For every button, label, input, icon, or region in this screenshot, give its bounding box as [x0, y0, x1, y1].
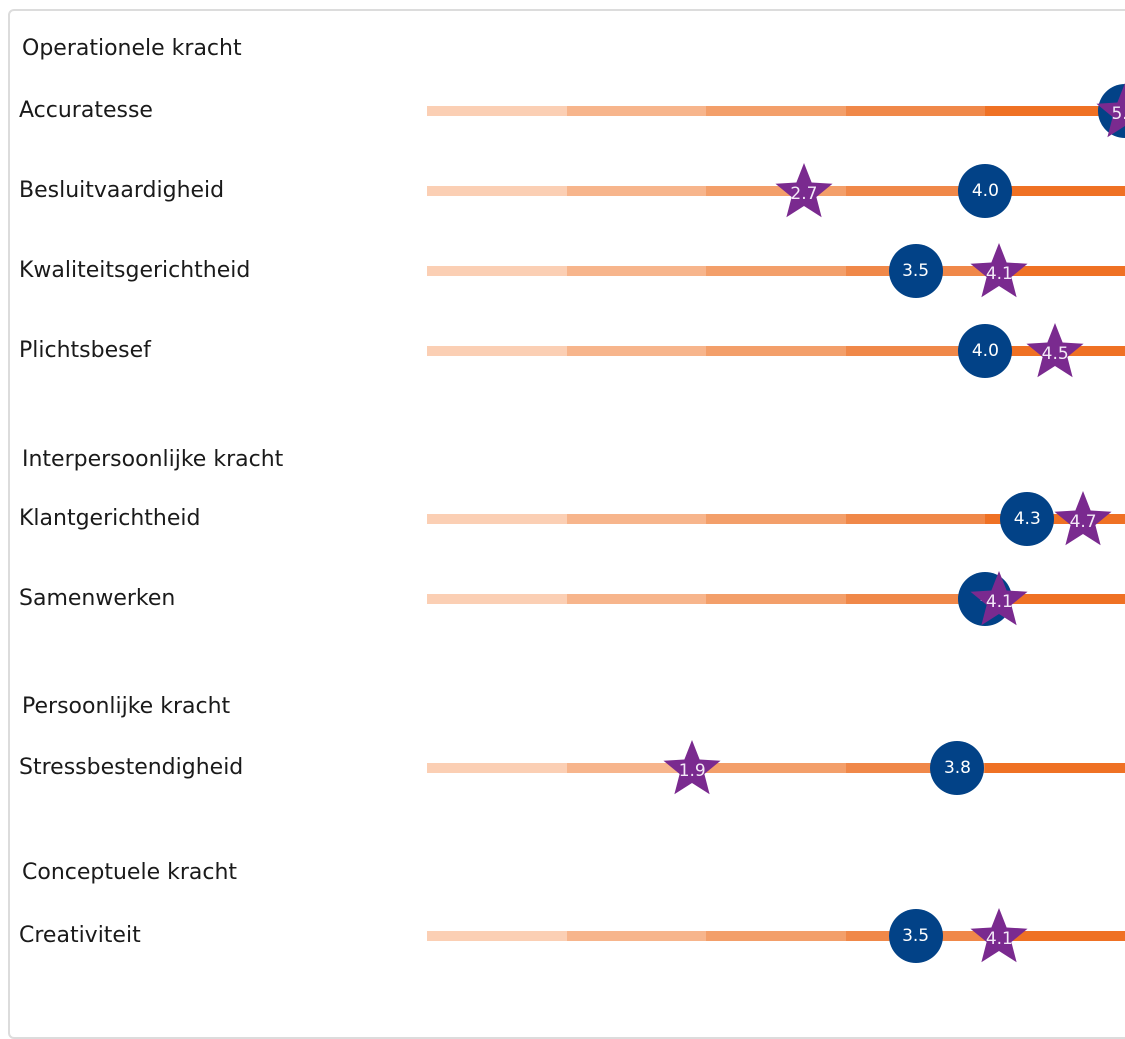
star-score-value: 4.1 [985, 592, 1013, 612]
circle-icon[interactable]: 3.5 [888, 909, 943, 963]
star-polygon [1054, 491, 1112, 546]
scale-segment-3 [706, 931, 846, 941]
star-shape [663, 740, 721, 795]
star-shape [1096, 83, 1125, 138]
star-polygon [663, 740, 721, 795]
score-track-besluitvaardigheid [427, 186, 1125, 196]
circle-icon[interactable]: 4.0 [958, 164, 1013, 218]
star-icon[interactable]: 5.0 [1095, 82, 1125, 140]
scale-segment-1 [427, 514, 567, 524]
scale-segment-1 [427, 346, 567, 356]
circle-score-value: 4.0 [971, 181, 999, 201]
star-shape [970, 908, 1028, 963]
scale-segment-5 [985, 266, 1125, 276]
competency-label-plichtsbesef: Plichtsbesef [19, 338, 151, 363]
star-score-value: 4.5 [1041, 344, 1069, 364]
scale-segment-2 [566, 514, 707, 524]
section-title-conceptuele-kracht: Conceptuele kracht [22, 860, 238, 885]
scale-segment-5 [985, 594, 1125, 604]
star-icon[interactable]: 1.9 [662, 739, 722, 797]
scale-segment-1 [427, 594, 567, 604]
scale-segment-4 [845, 514, 986, 524]
star-shape [1026, 323, 1084, 378]
score-track-plichtsbesef [427, 346, 1125, 356]
star-shape [970, 571, 1028, 626]
star-score-value: 4.1 [985, 264, 1013, 284]
competency-label-besluitvaardigheid: Besluitvaardigheid [19, 178, 225, 203]
scale-segment-2 [566, 186, 707, 196]
scale-segment-4 [845, 763, 986, 773]
star-icon[interactable]: 4.7 [1053, 490, 1113, 548]
scale-segment-3 [706, 106, 846, 116]
star-icon[interactable]: 4.1 [969, 907, 1029, 965]
competency-label-klantgerichtheid: Klantgerichtheid [19, 506, 201, 531]
scale-segment-4 [845, 346, 986, 356]
scale-segment-2 [566, 106, 707, 116]
circle-icon[interactable]: 4.0 [958, 324, 1013, 378]
competency-label-stressbestendigheid: Stressbestendigheid [19, 755, 244, 780]
section-title-persoonlijke-kracht: Persoonlijke kracht [22, 694, 231, 719]
scale-segment-4 [845, 186, 986, 196]
score-track-klantgerichtheid [427, 514, 1125, 524]
star-polygon [1026, 323, 1084, 378]
star-polygon [970, 571, 1028, 626]
scale-segment-1 [427, 763, 567, 773]
circle-score-value: 4.3 [1013, 509, 1041, 529]
scale-segment-1 [427, 186, 567, 196]
scale-segment-3 [706, 763, 846, 773]
star-polygon [775, 163, 833, 218]
star-icon[interactable]: 2.7 [774, 162, 834, 220]
scale-segment-4 [845, 594, 986, 604]
star-shape [1054, 491, 1112, 546]
scale-segment-1 [427, 266, 567, 276]
star-polygon [1096, 83, 1125, 138]
circle-icon[interactable]: 3.8 [930, 741, 985, 795]
star-score-value: 4.7 [1069, 512, 1097, 532]
star-icon[interactable]: 4.1 [969, 242, 1029, 300]
scale-segment-4 [845, 106, 986, 116]
star-score-value: 1.9 [678, 761, 706, 781]
star-score-value: 4.1 [985, 929, 1013, 949]
scale-segment-2 [566, 594, 707, 604]
competency-label-kwaliteitsgerichtheid: Kwaliteitsgerichtheid [19, 258, 251, 283]
score-track-stressbestendigheid [427, 763, 1125, 773]
section-title-interpersoonlijke-kracht: Interpersoonlijke kracht [22, 447, 284, 472]
star-score-value: 5.0 [1111, 104, 1125, 124]
scale-segment-2 [566, 266, 707, 276]
competency-label-samenwerken: Samenwerken [19, 586, 176, 611]
scale-segment-3 [706, 266, 846, 276]
competency-label-creativiteit: Creativiteit [19, 923, 141, 948]
section-title-operationele-kracht: Operationele kracht [22, 36, 242, 61]
circle-score-value: 4.0 [971, 341, 999, 361]
scale-segment-2 [566, 931, 707, 941]
star-shape [970, 243, 1028, 298]
scale-segment-5 [985, 931, 1125, 941]
scale-segment-1 [427, 931, 567, 941]
star-icon[interactable]: 4.5 [1025, 322, 1085, 380]
scale-segment-5 [985, 514, 1125, 524]
scale-segment-3 [706, 594, 846, 604]
star-icon[interactable]: 4.1 [969, 570, 1029, 628]
circle-score-value: 3.5 [902, 261, 930, 281]
circle-score-value: 3.8 [943, 758, 971, 778]
star-polygon [970, 243, 1028, 298]
scale-segment-5 [985, 186, 1125, 196]
scale-segment-2 [566, 763, 707, 773]
score-track-accuratesse [427, 106, 1125, 116]
star-shape [775, 163, 833, 218]
scale-segment-3 [706, 186, 846, 196]
scale-segment-3 [706, 514, 846, 524]
star-polygon [970, 908, 1028, 963]
scale-segment-3 [706, 346, 846, 356]
competency-label-accuratesse: Accuratesse [19, 98, 153, 123]
scale-segment-1 [427, 106, 567, 116]
scale-segment-2 [566, 346, 707, 356]
circle-icon[interactable]: 3.5 [888, 244, 943, 298]
star-score-value: 2.7 [790, 184, 818, 204]
scale-segment-5 [985, 106, 1125, 116]
scale-segment-5 [985, 763, 1125, 773]
score-track-samenwerken [427, 594, 1125, 604]
circle-score-value: 3.5 [902, 926, 930, 946]
circle-icon[interactable]: 4.3 [1000, 492, 1055, 546]
